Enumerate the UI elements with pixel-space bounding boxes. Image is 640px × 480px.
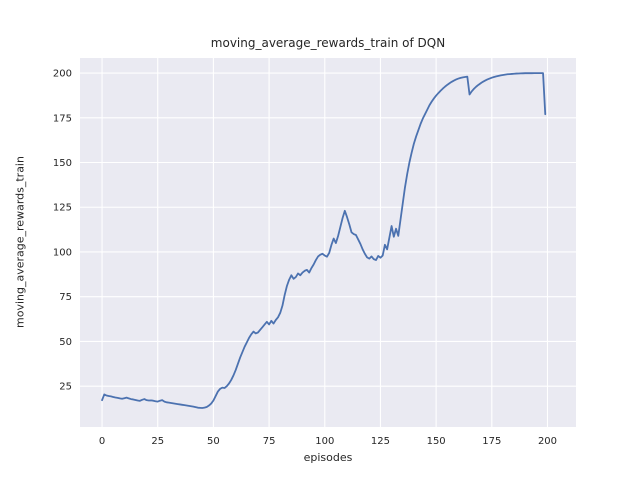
x-tick-label: 75 <box>263 436 276 447</box>
series-line <box>101 72 547 409</box>
chart-title: moving_average_rewards_train of DQN <box>210 36 446 50</box>
x-tick-labels: 0 25 50 75 100 125 150 175 200 <box>99 436 557 447</box>
x-tick-label: 200 <box>538 436 557 447</box>
x-tick-label: 175 <box>482 436 501 447</box>
y-tick-label: 100 <box>53 247 72 258</box>
y-tick-label: 200 <box>53 69 72 80</box>
x-tick-label: 100 <box>315 436 334 447</box>
y-axis-label: moving_average_rewards_train <box>13 156 27 328</box>
x-tick-label: 0 <box>99 436 105 447</box>
x-tick-label: 125 <box>371 436 390 447</box>
x-tick-label: 50 <box>207 436 220 447</box>
y-tick-label: 125 <box>53 203 72 214</box>
y-tick-label: 75 <box>59 292 72 303</box>
y-tick-label: 150 <box>53 158 72 169</box>
y-tick-labels: 25 50 75 100 125 150 175 200 <box>53 69 72 393</box>
x-tick-label: 25 <box>151 436 164 447</box>
x-tick-label: 150 <box>427 436 446 447</box>
plot-area <box>80 58 576 427</box>
grid-lines <box>80 58 576 427</box>
y-tick-label: 175 <box>53 113 72 124</box>
y-tick-label: 50 <box>59 337 72 348</box>
x-axis-label: episodes <box>303 451 353 464</box>
y-tick-label: 25 <box>59 382 72 393</box>
